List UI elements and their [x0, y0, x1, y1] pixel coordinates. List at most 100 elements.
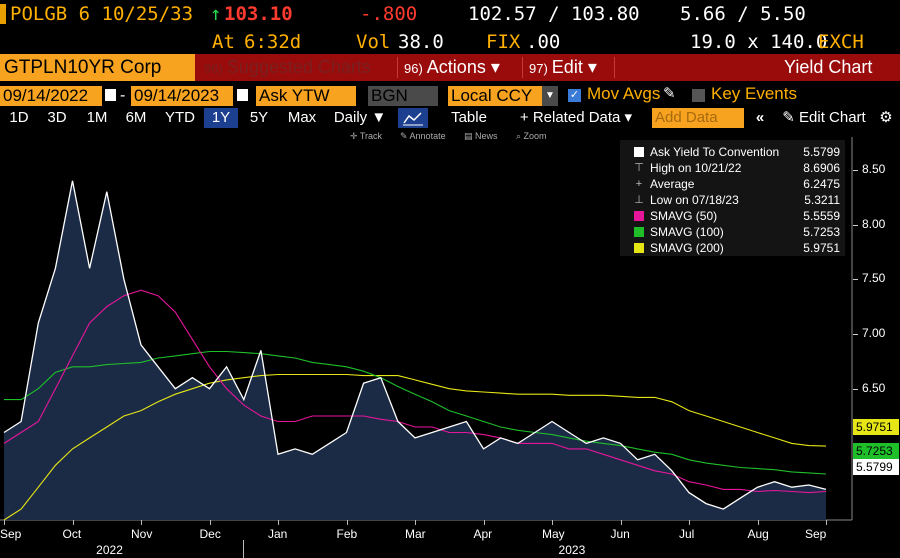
legend-marker-icon: ⊥	[634, 194, 644, 206]
menu-divider	[522, 57, 523, 78]
zoom-icon: ⌕	[516, 131, 524, 141]
x-tick-mark	[826, 520, 827, 525]
pencil-icon: ✎	[782, 109, 800, 126]
frequency-dropdown[interactable]: Daily ▼	[333, 109, 387, 126]
y-tick-mark	[853, 169, 858, 171]
legend-label: Ask Yield To Convention	[650, 145, 780, 159]
x-tick-mark	[141, 520, 142, 525]
zoom-tool[interactable]: ⌕ Zoom	[516, 131, 547, 142]
track-tool[interactable]: ✛ Track	[350, 131, 382, 142]
volume-label: Vol	[356, 31, 391, 53]
actions-label: Actions ▾	[426, 57, 500, 77]
quote-line: POLGB 6 10/25/33 ↑ 103.10 -.800 102.57 /…	[0, 0, 900, 28]
price-change: -.800	[360, 3, 418, 25]
x-tick-label: Apr	[473, 527, 493, 541]
y-tick-mark	[853, 333, 858, 335]
legend-row[interactable]: ⊥ Low on 07/18/23 5.3211	[620, 192, 845, 208]
mov-avgs-checkbox[interactable]: ✓	[568, 89, 581, 102]
key-events-checkbox[interactable]	[692, 89, 705, 102]
edit-menu[interactable]: 97) Edit ▾	[529, 54, 597, 81]
fix-label: FIX	[486, 31, 521, 53]
pencil-icon[interactable]: ✎	[663, 85, 676, 102]
x-tick-mark	[278, 520, 279, 525]
collapse-arrows-icon[interactable]: «	[755, 109, 765, 126]
news-tool[interactable]: ▤ News	[464, 131, 498, 142]
x-tick-label: Oct	[62, 527, 82, 541]
chart-style-icon[interactable]	[398, 108, 428, 128]
x-tick-label: Aug	[747, 527, 769, 541]
field-selector[interactable]: Ask YTW	[256, 86, 356, 106]
legend-row[interactable]: SMAVG (200) 5.9751	[620, 240, 845, 256]
annotate-tool[interactable]: ✎ Annotate	[400, 131, 446, 142]
quote-details: At 6:32d Vol 38.0 FIX .00 19.0 x 140.0 E…	[0, 28, 900, 54]
related-data-button[interactable]: + Related Data ▾	[519, 109, 633, 126]
range-5y[interactable]: 5Y	[249, 109, 269, 126]
range-6m[interactable]: 6M	[125, 109, 147, 126]
y-tick-label: 7.50	[862, 271, 886, 286]
suggested-charts-button[interactable]: 96) Suggested Charts	[204, 54, 371, 81]
last-value-badge: 5.9751	[853, 419, 899, 435]
edit-label: Edit ▾	[551, 57, 597, 77]
x-tick-label: Dec	[199, 527, 221, 541]
pricing-source-field[interactable]: BGN	[368, 86, 438, 106]
legend-row[interactable]: SMAVG (50) 5.5559	[620, 208, 845, 224]
gear-icon[interactable]: ⚙	[879, 109, 893, 126]
x-tick-label: Mar	[405, 527, 426, 541]
legend-row[interactable]: ⊤ High on 10/21/22 8.6906	[620, 160, 845, 176]
range-max[interactable]: Max	[287, 109, 317, 126]
x-tick-mark	[72, 520, 74, 525]
x-tick-label: May	[542, 527, 565, 541]
add-data-input[interactable]: Add Data	[652, 108, 744, 128]
x-tick-label: Nov	[131, 527, 153, 541]
legend-value: 5.5799	[803, 145, 840, 159]
edit-chart-label: Edit Chart	[799, 109, 866, 126]
y-tick-mark	[853, 224, 858, 226]
x-tick-label: Feb	[336, 527, 358, 541]
x-tick-label: Jun	[610, 527, 630, 541]
range-ytd[interactable]: YTD	[165, 109, 195, 126]
legend-row[interactable]: SMAVG (100) 5.7253	[620, 224, 845, 240]
end-date-field[interactable]: 09/14/2023	[131, 86, 233, 106]
news-label: News	[475, 131, 498, 141]
legend-swatch	[634, 211, 644, 221]
edit-number: 97)	[529, 61, 548, 76]
legend-label: High on 10/21/22	[650, 161, 742, 175]
news-icon: ▤	[464, 131, 476, 141]
year-label: 2022	[96, 543, 123, 557]
suggested-charts-label: Suggested Charts	[226, 57, 371, 77]
range-1y[interactable]: 1Y	[204, 108, 238, 128]
legend-value: 6.2475	[803, 177, 840, 191]
range-1m[interactable]: 1M	[86, 109, 108, 126]
legend-row[interactable]: + Average 6.2475	[620, 176, 845, 192]
start-date-field[interactable]: 09/14/2022	[0, 86, 102, 106]
ticker-input[interactable]: GTPLN10YR Corp	[0, 54, 195, 81]
legend-row[interactable]: Ask Yield To Convention 5.5799	[620, 144, 845, 160]
range-1d[interactable]: 1D	[9, 109, 29, 126]
yield-chart[interactable]	[0, 130, 900, 558]
crosshair-icon: ✛	[350, 131, 360, 141]
year-divider	[243, 540, 244, 558]
currency-selector[interactable]: Local CCY	[448, 86, 542, 106]
last-value-badge: 5.7253	[853, 443, 899, 459]
mov-avgs-label: Mov Avgs	[587, 84, 661, 103]
range-3d[interactable]: 3D	[47, 109, 67, 126]
legend-marker-icon: +	[635, 178, 643, 190]
legend-value: 5.5559	[803, 209, 840, 223]
track-label: Track	[359, 131, 383, 141]
table-button[interactable]: Table	[451, 109, 487, 126]
y-tick-label: 7.00	[862, 325, 886, 340]
quote-time: 6:32d	[244, 31, 302, 53]
actions-menu[interactable]: 96) Actions ▾	[404, 54, 500, 81]
legend-label: SMAVG (100)	[650, 225, 724, 239]
series-line-smavg-100	[4, 350, 827, 475]
edit-chart-button[interactable]: ✎ Edit Chart	[776, 108, 872, 128]
legend-swatch	[634, 227, 644, 237]
legend-value: 5.3211	[804, 193, 840, 207]
last-price: 103.10	[224, 3, 293, 25]
chart-legend[interactable]: Ask Yield To Convention 5.5799 ⊤ High on 10…	[620, 140, 845, 256]
year-label: 2023	[558, 543, 586, 557]
calendar-icon[interactable]	[104, 88, 117, 102]
calendar-icon[interactable]	[236, 88, 249, 102]
last-value-badge: 5.5799	[853, 459, 899, 475]
chevron-down-icon[interactable]: ▼	[542, 86, 558, 106]
